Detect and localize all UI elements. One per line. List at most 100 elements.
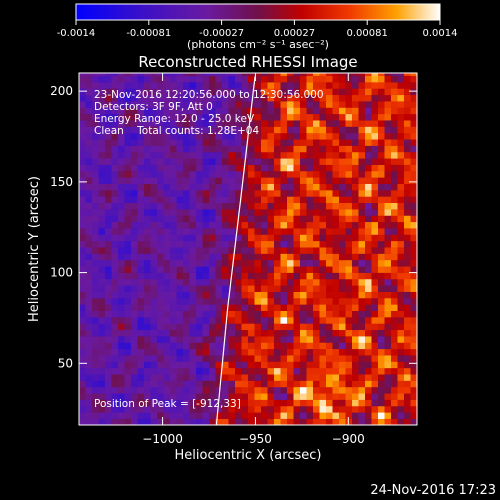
heatmap-cell [358,170,366,178]
heatmap-cell [339,94,346,102]
heatmap-cell [189,342,197,350]
heatmap-cell [274,190,281,197]
heatmap-cell [345,342,353,350]
heatmap-cell [241,88,249,96]
heatmap-cell [313,329,320,337]
heatmap-cell [339,190,346,197]
heatmap-cell [293,209,301,216]
heatmap-cell [287,278,294,286]
heatmap-cell [189,126,197,134]
heatmap-cell [118,304,125,311]
heatmap-cell [261,120,268,127]
heatmap-cell [391,323,398,331]
heatmap-cell [254,170,262,178]
heatmap-cell [209,348,216,356]
heatmap-cell [92,285,99,292]
heatmap-cell [326,221,333,229]
heatmap-cell [300,393,307,400]
heatmap-cell [196,132,203,140]
heatmap-cell [410,323,417,331]
heatmap-cell [339,336,346,343]
heatmap-cell [404,317,411,324]
heatmap-cell [261,361,268,369]
heatmap-cell [157,202,164,210]
heatmap-cell [261,380,268,388]
heatmap-cell [306,285,314,292]
heatmap-cell [332,170,340,178]
heatmap-cell [319,126,327,134]
heatmap-cell [228,126,236,134]
heatmap-cell [332,374,340,381]
heatmap-cell [137,386,145,394]
heatmap-cell [183,145,190,153]
heatmap-cell [215,101,223,108]
heatmap-cell [163,342,171,350]
heatmap-cell [391,336,398,343]
heatmap-cell [280,113,288,121]
heatmap-cell [384,329,392,337]
solar-limb-curve [215,76,256,425]
heatmap-cell [144,380,151,388]
heatmap-cell [332,101,340,108]
heatmap-cell [111,94,119,102]
heatmap-cell [79,120,86,127]
heatmap-cell [202,380,210,388]
heatmap-cell [391,145,398,153]
heatmap-cell [267,132,275,140]
heatmap-cell [124,196,132,204]
heatmap-cell [111,126,119,134]
heatmap-cell [326,164,333,172]
heatmap-cell [339,202,346,210]
heatmap-cell [209,336,216,343]
heatmap-cell [176,240,184,248]
heatmap-cell [404,278,411,286]
heatmap-cell [345,329,353,337]
heatmap-cell [183,253,190,261]
heatmap-cell [98,240,106,248]
heatmap-cell [209,310,216,318]
heatmap-cell [124,170,132,178]
heatmap-cell [371,234,379,242]
heatmap-cell [118,323,125,331]
heatmap-cell [222,336,229,343]
heatmap-cell [131,170,138,178]
heatmap-cell [124,336,132,343]
heatmap-cell [339,75,346,83]
heatmap-cell [118,374,125,381]
heatmap-cell [176,82,184,89]
heatmap-cell [150,253,158,261]
heatmap-cell [319,73,327,77]
heatmap-cell [319,120,327,127]
heatmap-cell [85,405,93,413]
heatmap-cell [209,183,216,191]
heatmap-cell [319,215,327,223]
heatmap-cell [410,405,417,413]
heatmap-cell [267,113,275,121]
heatmap-cell [267,94,275,102]
heatmap-cell [183,94,190,102]
heatmap-cell [371,355,379,362]
heatmap-cell [261,399,268,407]
heatmap-cell [391,73,398,77]
heatmap-cell [306,164,314,172]
heatmap-cell [144,253,151,261]
heatmap-cell [189,317,197,324]
heatmap-cell [235,336,242,343]
heatmap-cell [105,82,112,89]
heatmap-cell [339,101,346,108]
heatmap-cell [345,380,353,388]
heatmap-cell [183,329,190,337]
heatmap-cell [313,196,320,204]
heatmap-cell [358,386,366,394]
heatmap-cell [92,342,99,350]
heatmap-cell [176,380,184,388]
heatmap-cell [332,177,340,184]
heatmap-cell [196,177,203,184]
heatmap-cell [352,101,359,108]
heatmap-cell [371,272,379,280]
heatmap-cell [248,355,255,362]
heatmap-cell [170,190,177,197]
heatmap-cell [332,278,340,286]
heatmap-cell [79,355,86,362]
heatmap-cell [202,304,210,311]
